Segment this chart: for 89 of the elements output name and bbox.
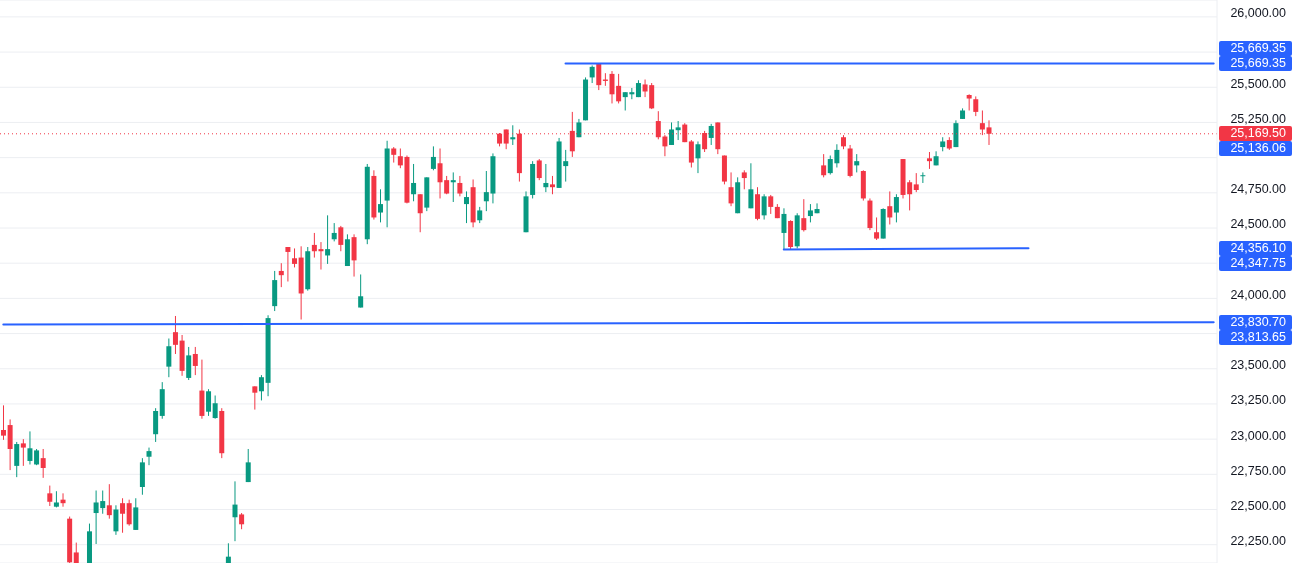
candlestick xyxy=(47,485,53,507)
candlestick xyxy=(417,193,423,233)
text: 25,136.06 xyxy=(1219,141,1292,157)
candlestick xyxy=(920,171,926,184)
y-tick-label: 22,250.00 xyxy=(1230,534,1287,549)
candlestick xyxy=(430,145,436,171)
candlestick xyxy=(814,202,820,214)
text: 24,347.75 xyxy=(1219,255,1292,271)
y-tick-label: 22,500.00 xyxy=(1230,498,1287,513)
text: 25,669.35 xyxy=(1219,40,1292,56)
candlestick xyxy=(146,447,152,466)
y-tick-label: 24,500.00 xyxy=(1230,217,1287,232)
candlestick xyxy=(245,448,251,483)
candlestick xyxy=(748,162,754,209)
candlestick xyxy=(7,418,13,471)
candlestick xyxy=(351,233,357,278)
text: 24,356.10 xyxy=(1219,240,1292,256)
candlestick xyxy=(133,497,139,531)
candlestick xyxy=(73,542,79,563)
candlestick xyxy=(40,448,46,479)
candlestick xyxy=(549,175,555,195)
candlestick xyxy=(106,483,112,520)
candlestick xyxy=(781,207,787,250)
candlestick xyxy=(252,385,258,411)
candlestick xyxy=(953,119,959,148)
y-tick-label: 24,750.00 xyxy=(1230,182,1287,197)
candlestick xyxy=(973,95,979,117)
candlestick xyxy=(913,172,919,193)
candlestick xyxy=(278,262,284,288)
candlestick xyxy=(126,499,132,527)
candlestick xyxy=(510,124,516,146)
candlestick xyxy=(225,542,231,563)
candlestick xyxy=(120,497,126,534)
candlestick xyxy=(113,504,119,536)
candlestick xyxy=(232,480,238,542)
candlestick xyxy=(27,430,33,465)
y-tick-label: 22,750.00 xyxy=(1230,463,1287,478)
candlestick xyxy=(887,190,893,225)
y-tick-label: 26,000.00 xyxy=(1230,6,1287,21)
candlestick xyxy=(338,225,344,252)
text: 23,813.65 xyxy=(1219,329,1292,345)
text: 23,830.70 xyxy=(1219,314,1292,330)
text: 25,669.35 xyxy=(1219,55,1292,71)
candlestick xyxy=(325,214,331,265)
candlestick xyxy=(166,338,172,378)
candlestick xyxy=(14,441,20,478)
y-tick-label: 23,250.00 xyxy=(1230,393,1287,408)
candlestick xyxy=(669,121,675,146)
candlestick xyxy=(258,374,264,401)
candlestick xyxy=(596,62,602,91)
candlestick xyxy=(411,163,417,202)
ref-line-label: 25,169.50 xyxy=(1219,126,1292,142)
candlestick xyxy=(450,171,456,203)
candlestick xyxy=(285,246,291,282)
candlestick xyxy=(807,203,813,223)
candlestick xyxy=(708,123,714,146)
candlestick xyxy=(331,222,337,242)
candlestick xyxy=(153,407,159,443)
candlestick xyxy=(536,158,542,181)
candlestick xyxy=(192,346,198,376)
candlestick xyxy=(874,216,880,241)
candlestick xyxy=(172,315,178,355)
candlestick xyxy=(675,120,681,141)
candlestick xyxy=(457,175,463,197)
y-tick-label: 25,250.00 xyxy=(1230,111,1287,126)
y-tick-label: 23,000.00 xyxy=(1230,428,1287,443)
candlestick xyxy=(728,171,734,207)
candlestick xyxy=(741,169,747,190)
candlestick xyxy=(801,198,807,233)
candlestick xyxy=(463,190,469,224)
candlestick xyxy=(186,346,192,381)
candlestick xyxy=(1,404,6,441)
candlestick xyxy=(893,193,899,223)
candlestick xyxy=(695,140,701,174)
candlestick xyxy=(688,139,694,168)
candlestick xyxy=(206,388,212,417)
candlestick xyxy=(854,153,860,173)
y-tick-label: 23,500.00 xyxy=(1230,358,1287,373)
candlestick xyxy=(761,193,767,221)
y-tick-label: 25,500.00 xyxy=(1230,76,1287,91)
candlestick xyxy=(821,153,827,178)
candlestick xyxy=(358,273,364,309)
candlestick xyxy=(212,395,218,420)
candlestick xyxy=(768,194,774,215)
candlestick xyxy=(20,438,26,467)
candlestick xyxy=(292,247,298,268)
candlestick xyxy=(378,188,384,223)
y-tick-label: 24,000.00 xyxy=(1230,287,1287,302)
candlestick xyxy=(543,163,549,193)
